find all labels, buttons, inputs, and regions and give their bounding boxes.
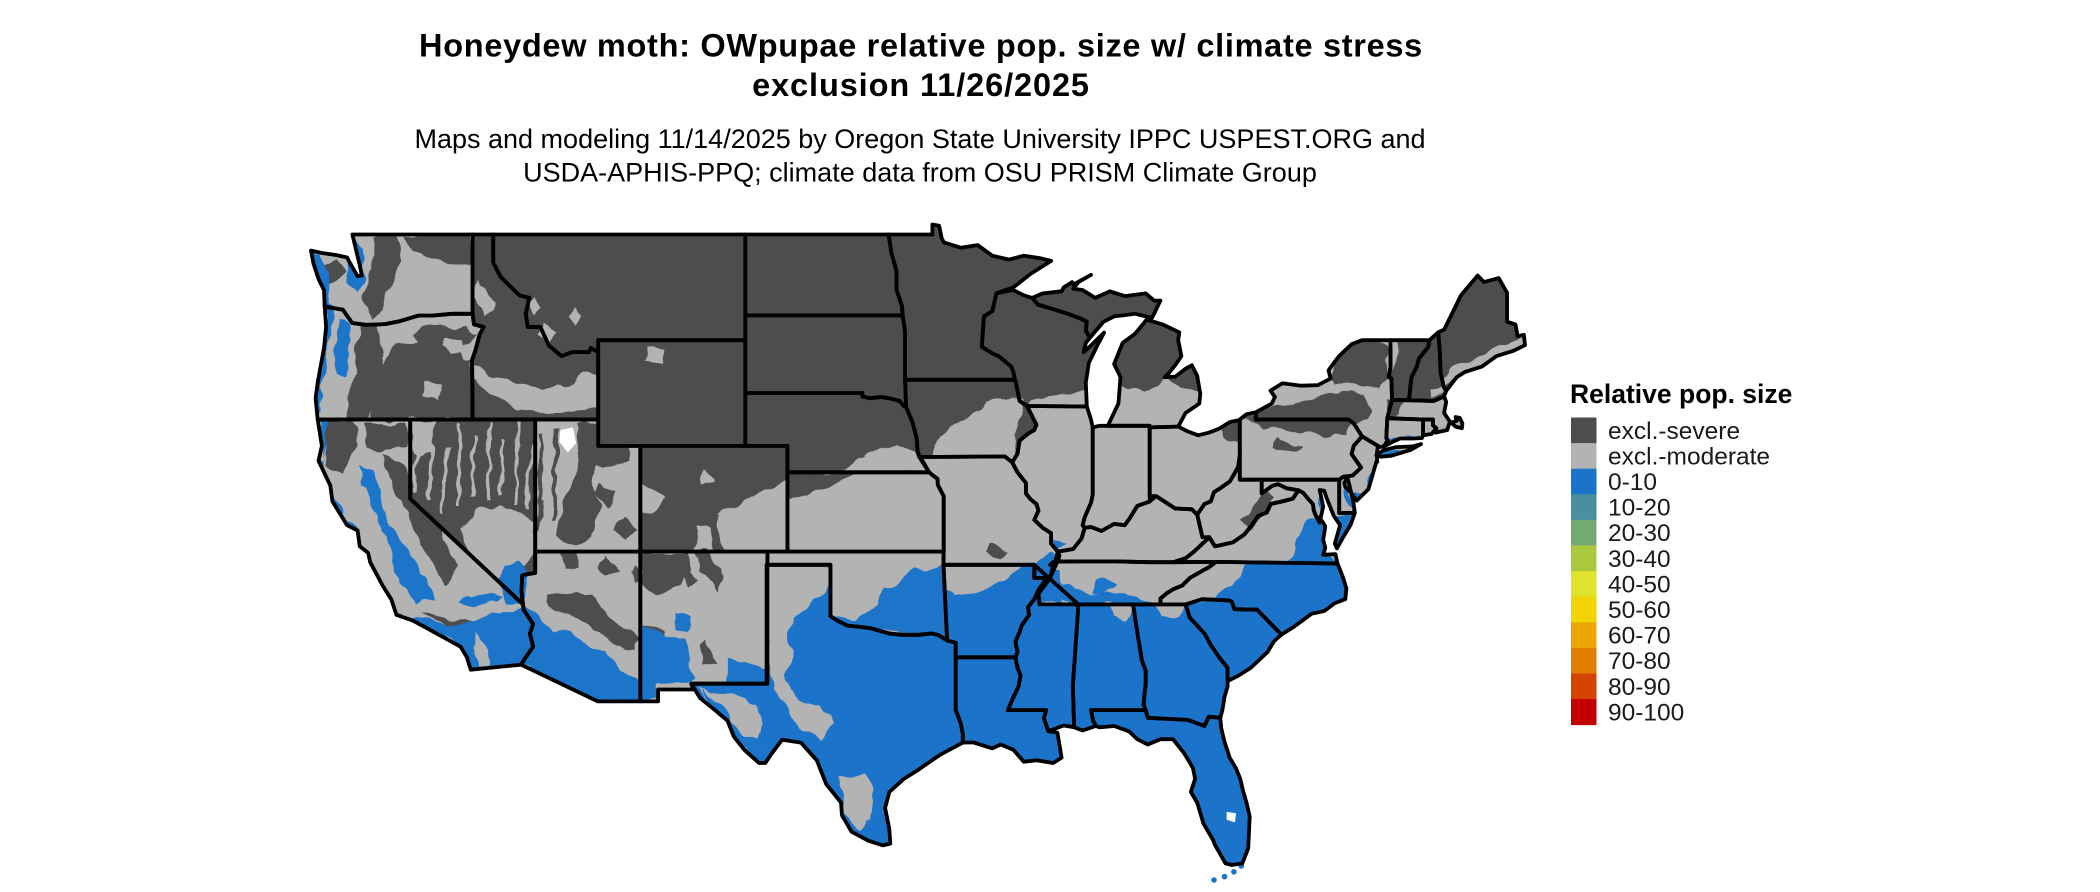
svg-text:50-60: 50-60: [1608, 597, 1671, 624]
svg-text:80-90: 80-90: [1608, 674, 1671, 701]
svg-text:20-30: 20-30: [1608, 520, 1671, 547]
svg-text:Honeydew moth: OWpupae relativ: Honeydew moth: OWpupae relative pop. siz…: [419, 28, 1423, 64]
svg-text:90-100: 90-100: [1608, 699, 1684, 726]
svg-text:40-50: 40-50: [1608, 571, 1671, 598]
svg-text:70-80: 70-80: [1608, 648, 1671, 675]
svg-text:exclusion 11/26/2025: exclusion 11/26/2025: [752, 67, 1090, 103]
svg-text:30-40: 30-40: [1608, 546, 1671, 573]
svg-text:10-20: 10-20: [1608, 495, 1671, 522]
svg-text:USDA-APHIS-PPQ; climate data f: USDA-APHIS-PPQ; climate data from OSU PR…: [523, 158, 1317, 188]
svg-text:excl.-moderate: excl.-moderate: [1608, 443, 1770, 470]
svg-text:60-70: 60-70: [1608, 623, 1671, 650]
svg-text:Maps and modeling 11/14/2025 b: Maps and modeling 11/14/2025 by Oregon S…: [414, 124, 1425, 154]
svg-text:excl.-severe: excl.-severe: [1608, 418, 1740, 445]
svg-text:Relative pop. size: Relative pop. size: [1570, 379, 1792, 409]
svg-text:0-10: 0-10: [1608, 469, 1657, 496]
